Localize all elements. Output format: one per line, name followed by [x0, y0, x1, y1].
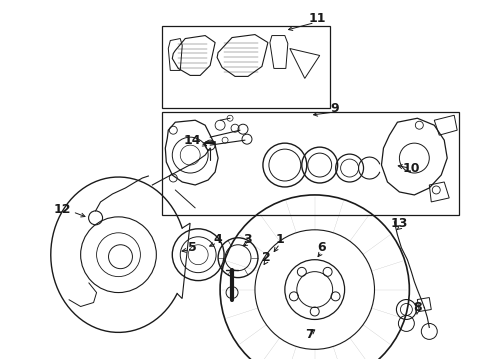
Text: 7: 7	[305, 328, 314, 341]
Text: 10: 10	[403, 162, 420, 175]
Text: 3: 3	[244, 233, 252, 246]
Text: 8: 8	[413, 301, 422, 314]
Text: 11: 11	[309, 12, 326, 25]
Text: 2: 2	[262, 251, 270, 264]
Text: 4: 4	[214, 233, 222, 246]
Text: 13: 13	[391, 217, 408, 230]
Text: 9: 9	[330, 102, 339, 115]
Text: 14: 14	[183, 134, 201, 147]
Bar	[162, 26, 330, 108]
Text: 5: 5	[188, 241, 196, 254]
Bar	[162, 112, 459, 215]
Text: 1: 1	[275, 233, 284, 246]
Text: 6: 6	[318, 241, 326, 254]
Text: 12: 12	[54, 203, 72, 216]
